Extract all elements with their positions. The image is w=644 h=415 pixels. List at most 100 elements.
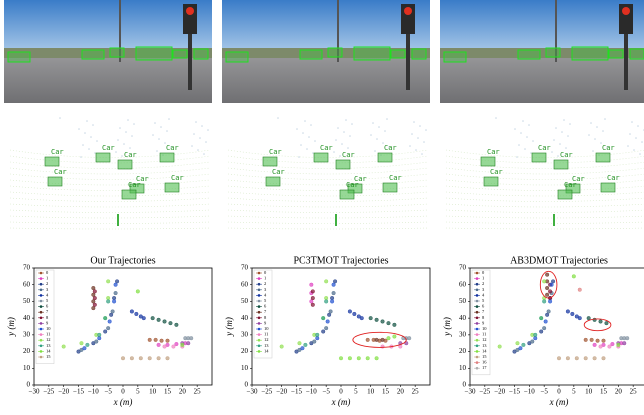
scan-point: [596, 126, 598, 128]
y-tick-label: 0: [463, 381, 467, 389]
scan-point: [195, 121, 197, 123]
trajectory-point: [326, 320, 330, 324]
car-label: Car: [560, 151, 573, 159]
legend-box: [254, 270, 272, 358]
trajectory-point: [332, 291, 336, 295]
scan-point: [302, 132, 304, 134]
scan-point: [343, 131, 345, 133]
car-label: Car: [389, 174, 402, 182]
trajectory-point: [313, 340, 317, 344]
trajectory-point: [572, 275, 576, 279]
scan-point: [415, 149, 417, 151]
y-tick-label: 40: [241, 314, 249, 322]
legend-marker: [476, 350, 479, 353]
detection-box: [412, 49, 426, 59]
trajectory-point: [324, 280, 328, 284]
trajectory-point: [599, 320, 603, 324]
scan-point: [557, 155, 559, 157]
trajectory-point: [332, 283, 336, 287]
x-tick-label: −15: [509, 388, 520, 396]
detection-box: [546, 48, 560, 57]
trajectory-point: [548, 290, 552, 294]
trajectory-point: [545, 286, 549, 290]
chart: Our Trajectories−30−25−20−15−10−50510152…: [6, 255, 212, 407]
trajectory-point: [92, 306, 96, 310]
scan-point: [121, 155, 123, 157]
trajectory-point: [617, 343, 621, 347]
scan-point: [125, 131, 127, 133]
legend-label: 13: [482, 343, 487, 348]
chart-title: AB3DMOT Trajectories: [510, 255, 608, 266]
scan-point: [520, 132, 522, 134]
scan-point: [376, 138, 378, 140]
scan-point: [602, 130, 604, 132]
legend-label: 2: [482, 281, 484, 286]
car-label: Car: [384, 144, 397, 152]
trajectory-point: [531, 340, 535, 344]
trajectory-point: [121, 356, 125, 360]
detection-box: [300, 50, 322, 59]
legend-marker: [40, 328, 43, 331]
scan-ring: [228, 228, 428, 229]
y-tick-label: 50: [459, 297, 467, 305]
scan-ring: [228, 204, 428, 207]
legend-label: 1: [264, 276, 266, 281]
x-tick-label: 0: [121, 388, 125, 396]
x-tick-label: 5: [136, 388, 140, 396]
trajectory-point: [393, 323, 397, 327]
trajectory-point: [172, 345, 176, 349]
y-tick-label: 10: [241, 364, 249, 372]
scan-point: [131, 135, 133, 137]
scan-point: [191, 145, 193, 147]
scan-ring: [228, 192, 428, 196]
scan-ring: [228, 216, 428, 218]
trajectory-point: [321, 330, 325, 334]
x-tick-label: −20: [276, 388, 287, 396]
legend-marker: [40, 356, 43, 359]
y-tick-label: 0: [245, 381, 249, 389]
scan-point: [90, 136, 92, 138]
scan-point: [277, 117, 279, 119]
trajectory-point: [330, 300, 334, 304]
x-tick-label: 10: [367, 388, 375, 396]
scan-point: [641, 141, 643, 143]
trajectory-point: [92, 300, 96, 304]
legend-marker: [40, 339, 43, 342]
y-tick-label: 70: [241, 264, 249, 272]
trajectory-point: [519, 346, 523, 350]
y-tick-label: 10: [23, 364, 31, 372]
y-tick-label: 0: [27, 381, 31, 389]
legend-label: 11: [264, 332, 268, 337]
scan-point: [633, 149, 635, 151]
y-tick-label: 50: [23, 297, 31, 305]
car-box: [378, 153, 392, 162]
scan-ring: [10, 210, 210, 213]
scan-point: [156, 150, 158, 152]
scan-point: [127, 119, 129, 121]
trajectory-point: [551, 280, 555, 284]
trajectory-point: [160, 339, 164, 343]
trajectory-point: [189, 336, 193, 340]
x-tick-label: 10: [585, 388, 593, 396]
trajectory-point: [545, 273, 549, 277]
trajectory-point: [602, 339, 606, 343]
legend-label: 13: [46, 343, 51, 348]
legend-marker: [258, 283, 261, 286]
legend-label: 1: [46, 276, 48, 281]
trajectory-point: [533, 336, 537, 340]
scan-point: [495, 117, 497, 119]
trajectory-point: [544, 320, 548, 324]
legend-label: 14: [46, 348, 51, 353]
trajectory-point: [498, 345, 502, 349]
scan-point: [308, 136, 310, 138]
trajectory-point: [593, 318, 597, 322]
x-tick-label: −20: [58, 388, 69, 396]
legend-marker: [476, 356, 479, 359]
legend-marker: [476, 289, 479, 292]
y-tick-label: 40: [459, 314, 467, 322]
trajectory-point: [130, 356, 134, 360]
trajectory-point: [154, 338, 158, 342]
trajectory-point: [542, 326, 546, 330]
scan-point: [197, 149, 199, 151]
car-box: [266, 177, 280, 186]
